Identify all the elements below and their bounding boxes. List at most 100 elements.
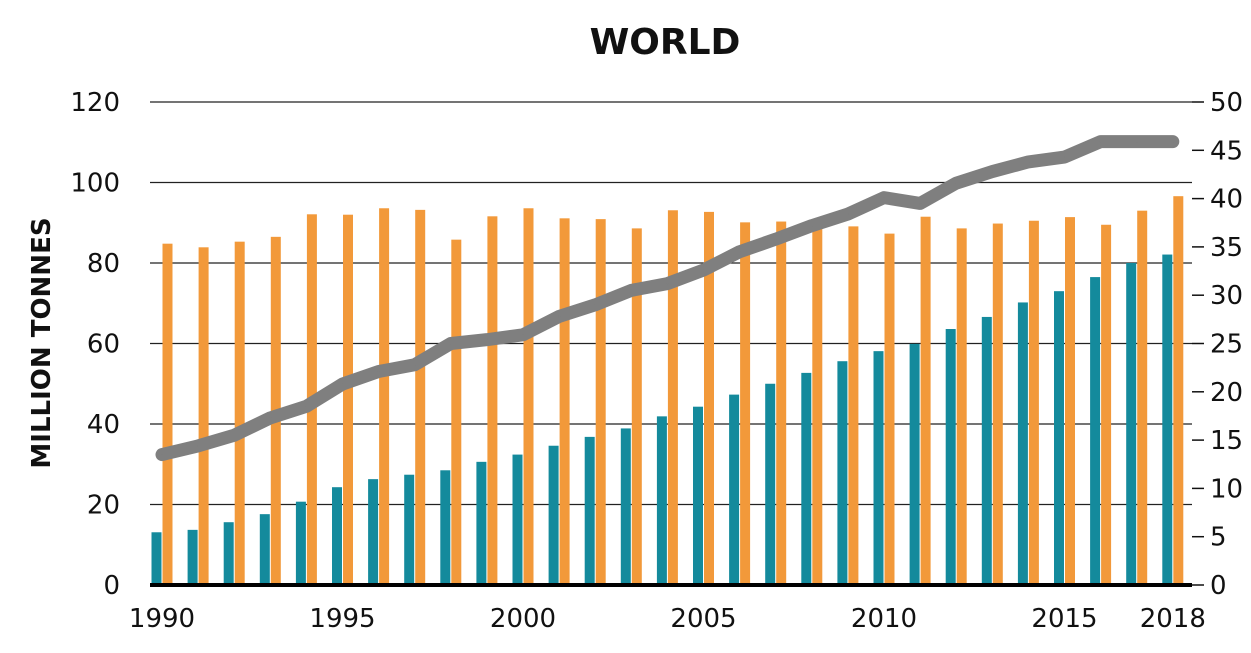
bar-series-1 xyxy=(620,428,631,585)
bar-series-2 xyxy=(1137,210,1148,586)
line-point xyxy=(955,182,958,185)
bar-series-1 xyxy=(945,329,956,585)
line-point xyxy=(1063,156,1066,159)
bar-series-1 xyxy=(1126,263,1137,585)
bar-series-1 xyxy=(332,487,342,585)
y-tick-label: 20 xyxy=(87,491,120,521)
y2-tick-label: 25 xyxy=(1210,330,1243,360)
y-tick-label: 60 xyxy=(87,330,120,360)
y2-tick-label: 20 xyxy=(1210,378,1243,408)
bar-series-2 xyxy=(1028,220,1039,586)
bar-series-2 xyxy=(1101,224,1112,585)
line-point xyxy=(666,282,669,285)
bar-series-2 xyxy=(812,224,823,586)
y2-tick-label: 0 xyxy=(1210,571,1227,601)
line-point xyxy=(919,202,922,205)
bar-series-1 xyxy=(1090,277,1101,585)
bar-series-1 xyxy=(259,514,270,585)
bar-series-1 xyxy=(368,479,379,585)
bar-series-2 xyxy=(740,222,751,585)
bar-series-1 xyxy=(981,316,992,585)
bar-series-1 xyxy=(584,436,595,585)
line-point xyxy=(630,289,633,292)
bar-series-2 xyxy=(234,241,245,586)
line-point xyxy=(810,224,813,227)
x-tick-label: 2018 xyxy=(1140,604,1206,634)
line-point xyxy=(1099,140,1102,143)
y-axis-label: MILLION TONNES xyxy=(27,217,57,468)
line-point xyxy=(197,444,200,447)
bar-series-2 xyxy=(776,221,787,586)
line-point xyxy=(991,170,994,173)
bar-series-1 xyxy=(223,522,234,585)
bar-series-1 xyxy=(295,501,306,585)
x-tick-label: 2005 xyxy=(670,604,736,634)
y2-tick-label: 10 xyxy=(1210,474,1243,504)
bar-series-1 xyxy=(765,383,776,585)
bar-series-1 xyxy=(693,406,703,585)
y-tick-label: 120 xyxy=(70,88,120,118)
bar-series-2 xyxy=(992,223,1003,585)
bar-series-2 xyxy=(415,209,426,585)
bar-series-1 xyxy=(187,529,198,585)
x-tick-label: 2000 xyxy=(490,604,556,634)
bar-series-2 xyxy=(956,228,967,585)
bar-series-2 xyxy=(451,239,462,585)
bar-series-1 xyxy=(151,532,162,585)
line-point xyxy=(558,315,561,318)
line-layer xyxy=(155,135,1180,462)
bar-series-1 xyxy=(873,351,884,585)
bar-series-2 xyxy=(920,216,931,585)
bar-layer xyxy=(151,196,1184,586)
y-tick-label: 40 xyxy=(87,410,120,440)
y2-tick-label: 50 xyxy=(1210,88,1243,118)
bar-series-2 xyxy=(595,219,606,585)
y-tick-label: 80 xyxy=(87,249,120,279)
line-point xyxy=(161,453,163,456)
label-layer: 0 20 40 60 80 100 120 0 5 10 15 20 25 30 35 40 45 50 1990 1… xyxy=(70,88,1243,634)
bar-series-1 xyxy=(512,454,523,585)
bar-series-2 xyxy=(1065,217,1075,586)
x-tick-label: 2010 xyxy=(851,604,917,634)
bar-series-1 xyxy=(1017,302,1028,585)
line-point xyxy=(883,196,885,199)
bar-series-2 xyxy=(487,216,498,585)
bar-series-1 xyxy=(729,394,740,585)
line-point xyxy=(522,333,524,336)
bar-series-2 xyxy=(162,243,173,585)
chart-title: WORLD xyxy=(590,22,741,63)
line-point xyxy=(846,213,849,216)
y2-tick-label: 35 xyxy=(1210,233,1243,263)
bar-series-1 xyxy=(404,474,415,585)
x-tick-label: 2015 xyxy=(1031,604,1097,634)
bar-series-2 xyxy=(667,210,678,585)
line-point xyxy=(485,338,488,341)
bar-series-1 xyxy=(837,361,848,585)
x-tick-label: 1995 xyxy=(309,604,375,634)
bar-series-2 xyxy=(848,226,859,585)
bar-series-1 xyxy=(801,372,812,585)
line-point xyxy=(738,250,741,253)
line-point xyxy=(1171,140,1174,143)
line-point xyxy=(774,238,777,241)
y-tick-label: 0 xyxy=(103,571,120,601)
line-point xyxy=(377,370,380,373)
bar-series-2 xyxy=(704,211,714,585)
y2-tick-label: 5 xyxy=(1210,523,1227,553)
y2-tick-label: 15 xyxy=(1210,426,1243,456)
bar-series-2 xyxy=(379,208,390,585)
bar-series-1 xyxy=(1162,254,1173,586)
axis-layer xyxy=(150,101,1204,587)
bar-series-2 xyxy=(343,214,353,585)
bar-series-2 xyxy=(523,208,534,585)
bar-series-1 xyxy=(656,416,667,585)
line-point xyxy=(594,303,597,306)
bar-series-2 xyxy=(559,218,570,585)
line-point xyxy=(1135,140,1138,143)
y2-tick-label: 30 xyxy=(1210,281,1243,311)
bar-series-2 xyxy=(884,233,895,585)
bar-series-1 xyxy=(1054,291,1064,585)
line-point xyxy=(269,416,272,419)
